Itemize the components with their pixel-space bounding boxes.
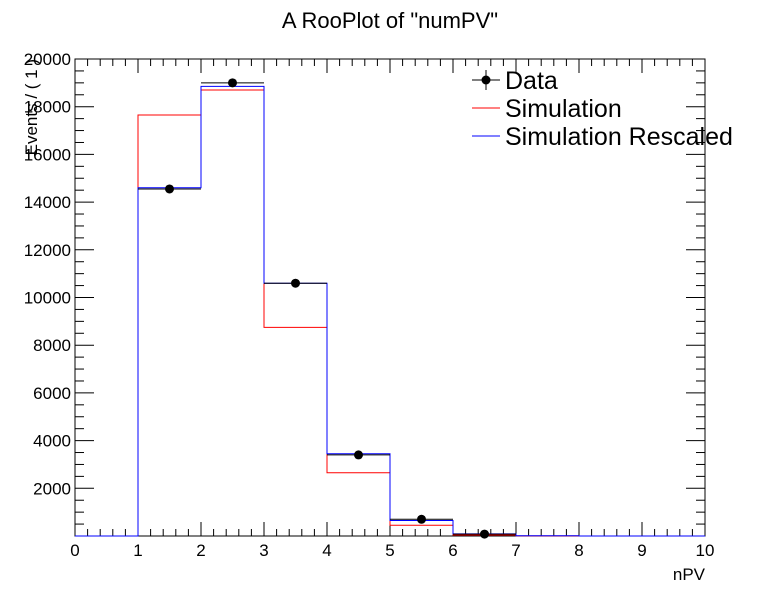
legend-label-simulation: Simulation	[505, 95, 622, 123]
x-tick-label: 2	[196, 541, 205, 560]
legend-label-data: Data	[505, 67, 558, 95]
x-tick-label: 10	[696, 541, 715, 560]
data-point	[228, 78, 237, 88]
y-tick-label: 20000	[24, 50, 71, 69]
x-tick-label: 7	[511, 541, 520, 560]
legend-data-marker	[481, 75, 491, 85]
y-tick-label: 8000	[33, 336, 71, 355]
series-layer	[75, 78, 705, 539]
data-point	[417, 514, 426, 524]
y-tick-label: 14000	[24, 193, 71, 212]
x-tick-label: 9	[637, 541, 646, 560]
data-point	[480, 529, 489, 539]
legend-label-simulation-rescaled: Simulation Rescaled	[505, 123, 733, 151]
x-tick-label: 6	[448, 541, 457, 560]
y-tick-label: 10000	[24, 289, 71, 308]
y-axis: 2000 4000 6000 8000 10000 12000 14000 16000 1800…	[24, 50, 705, 537]
x-tick-label: 8	[574, 541, 583, 560]
y-tick-label: 4000	[33, 432, 71, 451]
chart-title: A RooPlot of "numPV"	[282, 8, 498, 33]
x-tick-label: 3	[259, 541, 268, 560]
simulation-rescaled-histogram	[75, 85, 705, 537]
data-point	[354, 450, 363, 460]
data-point	[165, 184, 174, 194]
x-tick-label: 0	[70, 541, 79, 560]
x-tick-label: 1	[133, 541, 142, 560]
y-tick-label: 18000	[24, 98, 71, 117]
data-point	[291, 278, 300, 288]
y-axis-title: Events / ( 1 )	[22, 59, 41, 155]
x-tick-label: 5	[385, 541, 394, 560]
y-tick-label: 2000	[33, 479, 71, 498]
x-tick-label: 4	[322, 541, 331, 560]
x-axis-title: nPV	[673, 565, 706, 584]
y-tick-label: 12000	[24, 241, 71, 260]
y-tick-label: 6000	[33, 384, 71, 403]
y-tick-label: 16000	[24, 145, 71, 164]
